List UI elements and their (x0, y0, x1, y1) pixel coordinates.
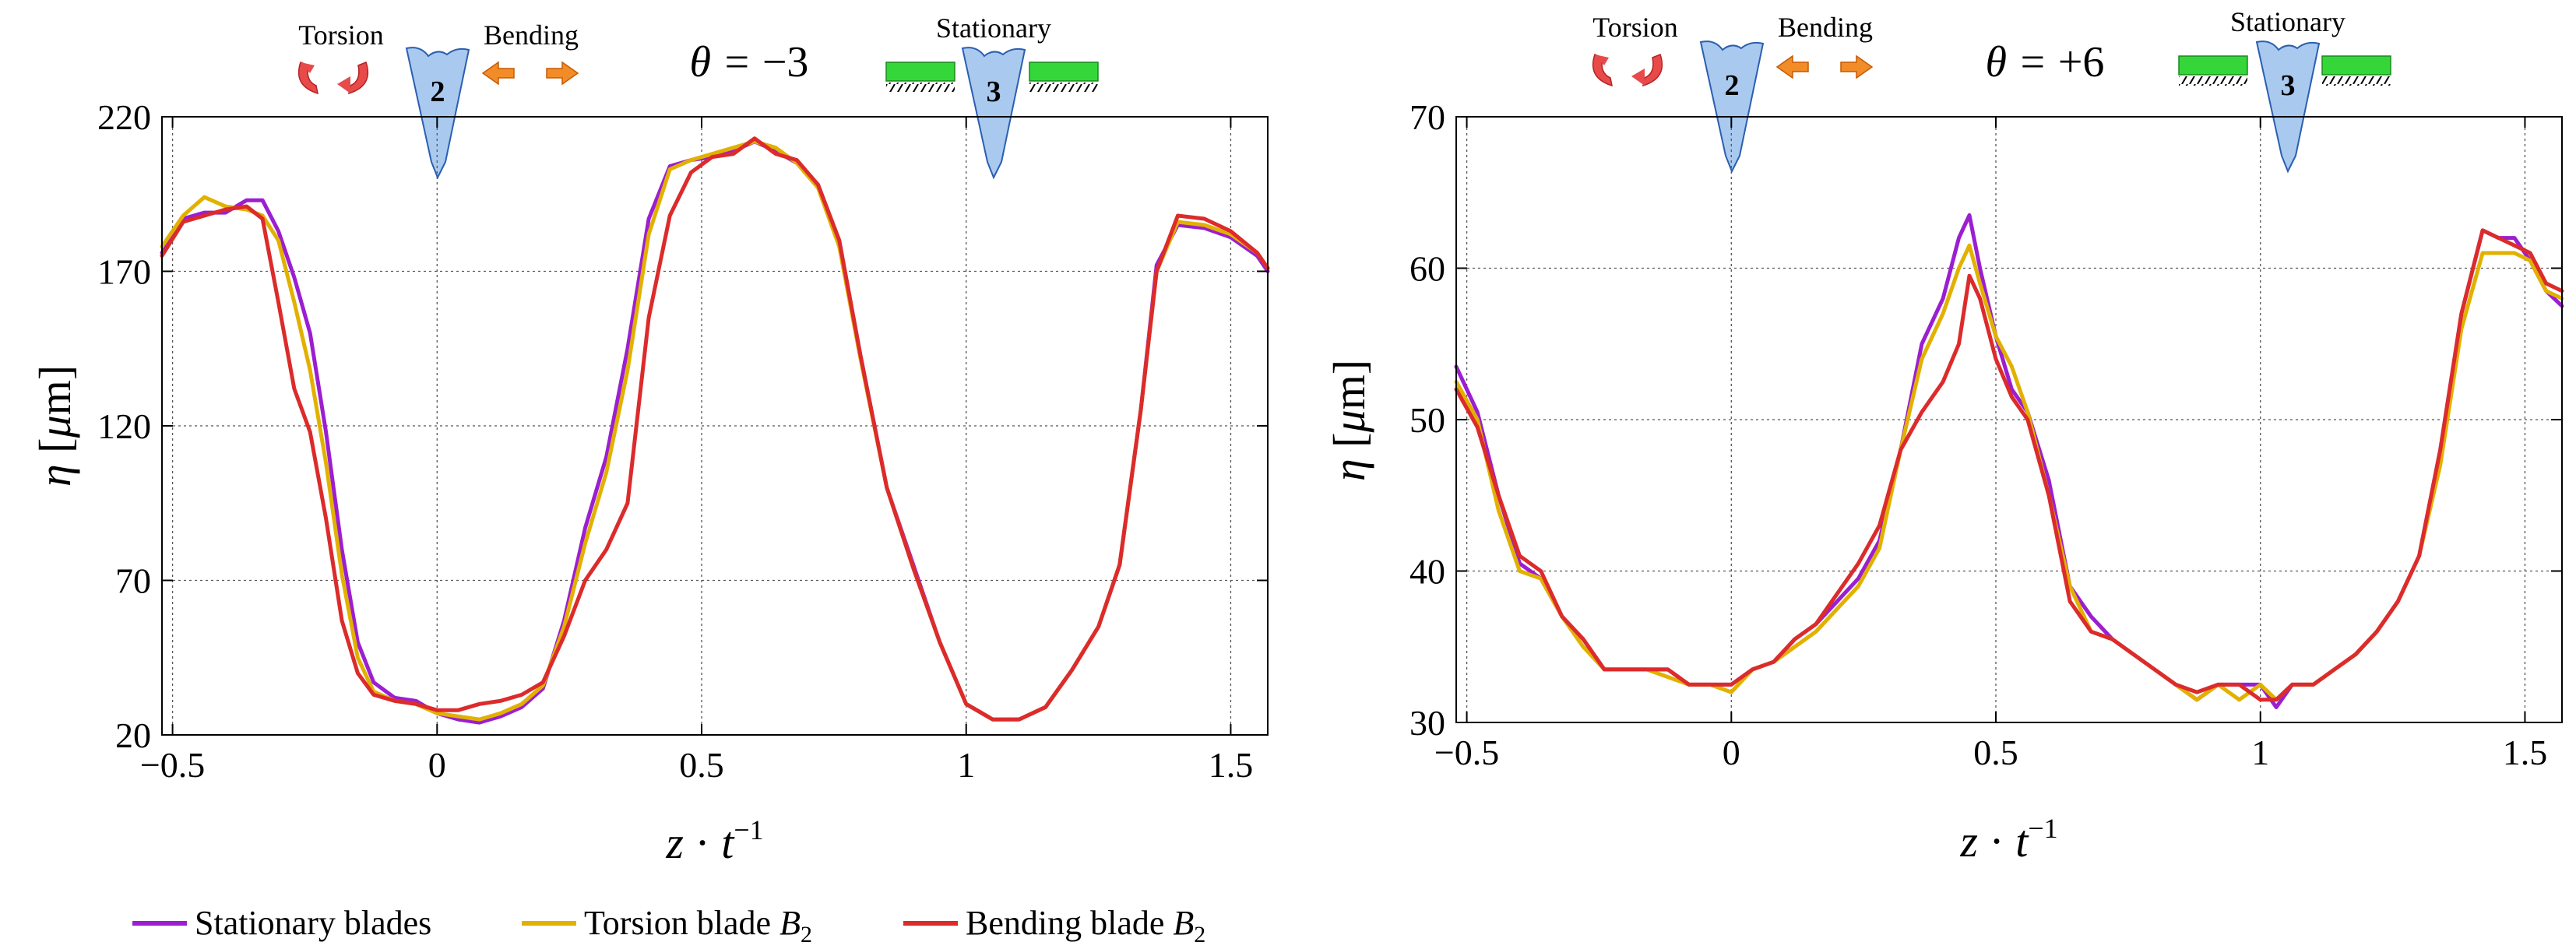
series-line-torsion-blade-b2 (1454, 243, 2564, 702)
theta-left-title: θ = −3 (690, 38, 809, 86)
left-y-axis-label: η [μm] (30, 365, 80, 487)
theta-right-title: θ = +6 (1986, 38, 2105, 86)
x-tick-label: 0 (1723, 733, 1740, 772)
stationary-icon (885, 62, 1099, 92)
right-x-axis-label: z · t−1 (1959, 813, 2057, 866)
y-tick-label: 40 (1409, 552, 1445, 592)
x-tick-label: 0 (428, 745, 446, 785)
legend: Stationary blades Torsion blade B2 Bendi… (132, 904, 1205, 947)
stationary-icon (2178, 55, 2391, 86)
theta-left-value: −3 (762, 38, 809, 86)
left-axes: 20 70 120 170 220 −0.5 0 0.5 1 1.5 (97, 97, 1268, 785)
series-line-stationary-blades (160, 139, 1270, 725)
blade-3-number: 3 (987, 76, 1001, 108)
left-series (160, 136, 1270, 725)
right-axes: 30 40 50 60 70 −0.5 0 0.5 1 1.5 (1409, 97, 2562, 772)
right-y-axis-label: η [μm] (1324, 360, 1374, 481)
blade-2-number: 2 (431, 76, 445, 108)
legend-label-stationary: Stationary blades (195, 904, 431, 942)
left-gridlines (162, 117, 1268, 735)
y-tick-label: 170 (97, 252, 151, 292)
y-tick-label: 30 (1409, 703, 1445, 743)
x-tick-label: 1.5 (2503, 733, 2548, 772)
x-tick-label: 0.5 (1973, 733, 2018, 772)
left-annotations: Torsion Bending 2 θ = −3 Stationary (297, 12, 1099, 180)
right-annotations: Torsion Bending 2 θ = +6 Stationary (1592, 6, 2391, 174)
series-line-bending-blade-b2 (1454, 228, 2564, 702)
y-tick-label: 70 (1409, 97, 1445, 137)
blade-3-number: 3 (2281, 69, 2296, 102)
x-tick-label: 1.5 (1209, 745, 1254, 785)
blade-2-icon: 2 (1699, 40, 1765, 174)
bending-label: Bending (484, 19, 579, 51)
x-tick-label: 0.5 (679, 745, 724, 785)
y-tick-label: 60 (1409, 249, 1445, 289)
torsion-icon (1592, 54, 1663, 87)
x-tick-label: 1 (2251, 733, 2269, 772)
legend-label-bending: Bending blade B2 (966, 904, 1205, 947)
y-tick-label: 120 (97, 406, 151, 446)
bending-arrow-icon (1775, 54, 1874, 79)
y-tick-label: 20 (115, 715, 151, 755)
bending-arrow-icon (481, 61, 579, 86)
blade-3-icon: 3 (961, 47, 1026, 180)
y-tick-label: 50 (1409, 400, 1445, 440)
legend-label-torsion: Torsion blade B2 (584, 904, 812, 947)
theta-right-value: +6 (2058, 38, 2105, 86)
y-tick-label: 70 (115, 561, 151, 601)
torsion-label: Torsion (298, 19, 383, 51)
series-line-bending-blade-b2 (160, 136, 1270, 722)
torsion-icon (297, 62, 369, 95)
right-gridlines (1456, 117, 2562, 722)
x-tick-label: 1 (957, 745, 975, 785)
left-x-axis-label: z · t−1 (665, 814, 763, 868)
bending-label: Bending (1778, 12, 1873, 43)
right-series (1454, 213, 2564, 709)
series-line-stationary-blades (1454, 213, 2564, 709)
stationary-label: Stationary (936, 12, 1051, 44)
x-tick-label: −0.5 (1434, 733, 1499, 772)
blade-3-icon: 3 (2255, 40, 2321, 174)
chart-left: Torsion Bending 2 θ = −3 Stationary (30, 12, 1270, 868)
blade-2-number: 2 (1725, 69, 1740, 102)
stationary-label: Stationary (2230, 6, 2345, 37)
x-tick-label: −0.5 (140, 745, 205, 785)
series-line-torsion-blade-b2 (160, 139, 1270, 722)
blade-2-icon: 2 (405, 47, 470, 180)
y-tick-label: 220 (97, 97, 151, 137)
torsion-label: Torsion (1592, 12, 1677, 43)
chart-right: Torsion Bending 2 θ = +6 Stationary (1324, 6, 2564, 866)
